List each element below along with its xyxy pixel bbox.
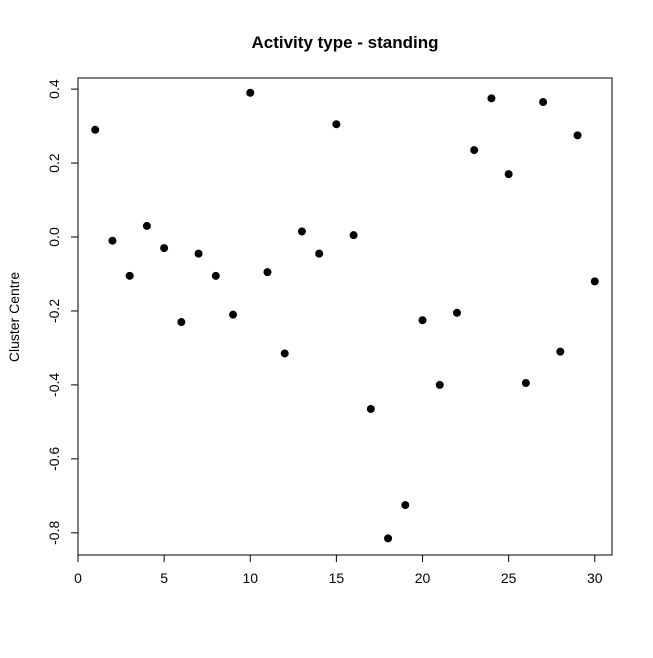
data-point	[418, 316, 427, 325]
data-point	[125, 271, 134, 280]
data-point	[229, 310, 238, 319]
data-point	[470, 146, 479, 155]
data-point	[280, 349, 289, 358]
x-tick-label: 15	[329, 570, 345, 586]
data-point	[366, 404, 375, 413]
data-point	[539, 98, 548, 107]
y-axis-label: Cluster Centre	[6, 272, 22, 362]
data-point	[142, 221, 151, 230]
data-point	[246, 88, 255, 97]
y-tick-label: -0.2	[46, 299, 62, 323]
data-point	[573, 131, 582, 140]
y-tick-label: 0.2	[46, 153, 62, 173]
x-tick-label: 10	[242, 570, 258, 586]
y-axis: -0.8 -0.6 -0.4 -0.2 0.0 0.2 0.4	[46, 79, 79, 545]
y-tick-label: -0.4	[46, 373, 62, 397]
data-point	[108, 236, 117, 245]
data-point	[91, 125, 100, 134]
data-point	[315, 249, 324, 258]
x-tick-label: 20	[415, 570, 431, 586]
data-point	[263, 268, 272, 277]
y-tick-label: -0.8	[46, 521, 62, 545]
chart-title: Activity type - standing	[251, 33, 438, 52]
data-point	[349, 231, 358, 240]
data-point	[521, 379, 530, 388]
y-tick-label: -0.6	[46, 447, 62, 471]
data-point	[435, 380, 444, 389]
data-point	[504, 170, 513, 179]
data-point	[160, 244, 169, 253]
data-point	[452, 308, 461, 317]
data-point	[590, 277, 599, 286]
data-point	[297, 227, 306, 236]
x-tick-label: 5	[160, 570, 168, 586]
data-point	[177, 318, 186, 327]
data-point	[332, 120, 341, 129]
data-point	[556, 347, 565, 356]
data-point	[211, 271, 220, 280]
x-tick-label: 0	[74, 570, 82, 586]
y-tick-label: 0.4	[46, 79, 62, 99]
x-tick-label: 30	[587, 570, 603, 586]
data-point	[384, 534, 393, 543]
data-point	[487, 94, 496, 103]
data-point	[194, 249, 203, 258]
data-point	[401, 501, 410, 510]
x-axis: 0 5 10 15 20 25 30	[74, 554, 603, 586]
data-points	[91, 88, 599, 543]
x-tick-label: 25	[501, 570, 517, 586]
y-tick-label: 0.0	[46, 227, 62, 247]
